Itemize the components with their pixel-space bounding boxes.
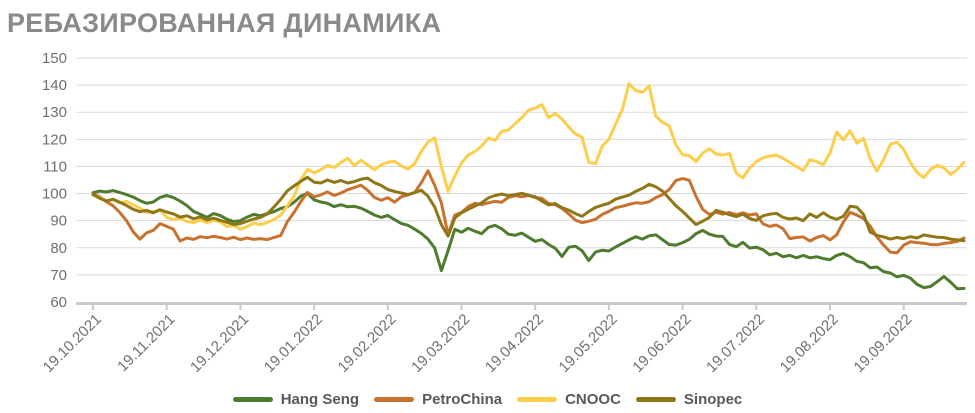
x-tick-label-8: 19.06.2022: [629, 311, 694, 376]
legend-item-petrochina: PetroChina: [374, 391, 502, 408]
x-tick-label-6: 19.04.2022: [482, 311, 547, 376]
y-tick-label-100: 100: [42, 186, 67, 203]
x-tick-label-4: 19.02.2022: [335, 311, 400, 376]
series-line-sinopec: [91, 175, 966, 243]
series-line-hang-seng: [91, 189, 966, 291]
x-tick-label-2: 19.12.2021: [187, 311, 252, 376]
x-tick-label-10: 19.08.2022: [777, 311, 842, 376]
legend-swatch-cnooc: [517, 397, 558, 402]
legend-item-sinopec: Sinopec: [635, 391, 743, 408]
legend-label-cnooc: CNOOC: [565, 391, 621, 408]
series-line-cnooc: [91, 82, 966, 231]
y-tick-label-130: 130: [42, 104, 67, 121]
x-tick-label-1: 19.11.2021: [114, 311, 178, 375]
legend-swatch-hang-seng: [232, 397, 273, 402]
y-tick-label-60: 60: [50, 294, 67, 311]
x-tick-label-0: 19.10.2021: [40, 311, 105, 376]
x-tick-label-9: 19.07.2022: [703, 311, 768, 376]
legend-item-hang-seng: Hang Seng: [232, 391, 360, 408]
y-tick-label-110: 110: [43, 158, 67, 175]
series-line-petrochina: [91, 169, 966, 255]
y-tick-label-120: 120: [42, 131, 67, 148]
legend-label-petrochina: PetroChina: [422, 391, 503, 408]
legend-swatch-sinopec: [635, 397, 676, 402]
chart-legend: Hang Seng PetroChina CNOOC Sinopec: [0, 391, 975, 408]
x-tick-label-11: 19.09.2022: [850, 311, 915, 376]
chart-title: РЕБАЗИРОВАННАЯ ДИНАМИКА: [7, 8, 442, 38]
legend-swatch-petrochina: [374, 397, 415, 402]
legend-label-sinopec: Sinopec: [683, 391, 743, 408]
y-tick-label-90: 90: [50, 213, 67, 230]
x-tick-label-7: 19.05.2022: [556, 311, 621, 376]
y-tick-label-70: 70: [50, 267, 67, 284]
y-tick-label-140: 140: [42, 77, 67, 94]
y-tick-label-80: 80: [50, 240, 67, 257]
x-tick-label-5: 19.03.2022: [408, 311, 473, 376]
y-tick-label-150: 150: [42, 50, 67, 67]
x-tick-label-3: 19.01.2022: [261, 311, 326, 376]
legend-item-cnooc: CNOOC: [517, 391, 621, 408]
legend-label-hang-seng: Hang Seng: [280, 391, 360, 408]
